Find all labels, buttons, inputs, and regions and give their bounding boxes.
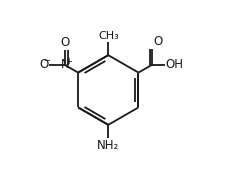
Text: NH₂: NH₂: [97, 139, 119, 152]
Text: OH: OH: [166, 58, 183, 71]
Text: N: N: [61, 58, 69, 71]
Text: −: −: [43, 57, 50, 66]
Text: CH₃: CH₃: [98, 31, 119, 41]
Text: +: +: [65, 57, 72, 66]
Text: O: O: [39, 58, 48, 71]
Text: O: O: [60, 36, 69, 49]
Text: O: O: [153, 35, 162, 48]
